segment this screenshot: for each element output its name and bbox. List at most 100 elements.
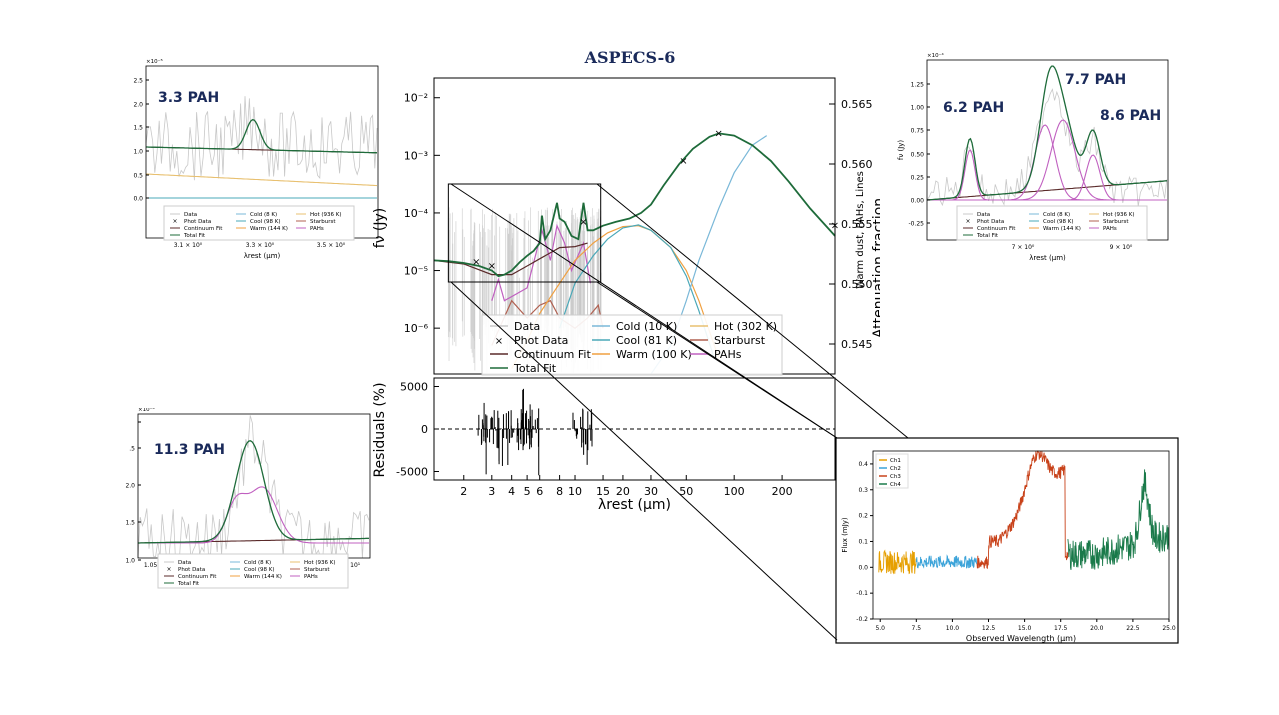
y-tick-label: 1.0 xyxy=(125,558,135,565)
legend-box xyxy=(481,314,783,376)
legend-label: Warm (100 K) xyxy=(616,348,692,361)
total-fit-line xyxy=(926,65,1168,201)
legend-label: Hot (936 K) xyxy=(1103,212,1135,218)
series-line-pahs xyxy=(491,223,591,302)
y-tick-label: 2.0 xyxy=(125,483,135,490)
phot-data-point: × xyxy=(679,156,687,167)
x-tick-label: 7.5 xyxy=(912,625,922,632)
x-tick-label: 10.0 xyxy=(946,625,960,632)
plot-frame xyxy=(872,450,1170,620)
spectrum-ch2 xyxy=(915,554,978,569)
spectrum-ch1 xyxy=(878,549,917,575)
y-tick-label: 0.00 xyxy=(911,198,925,205)
legend-label: Phot Data xyxy=(977,219,1004,225)
pah113-inset-chart: .52.01.51.01.05 × 10¹1.1 × 101.15 × 10¹1… xyxy=(125,408,371,589)
right-y-tick-label: 0.545 xyxy=(841,338,873,351)
exponent-label: ×10⁻⁴ xyxy=(927,52,945,59)
x-tick-label: 4 xyxy=(508,485,515,498)
pah113-label: 11.3 PAH xyxy=(154,442,225,458)
legend-label: Total Fit xyxy=(976,233,999,239)
x-tick-label: 8 xyxy=(556,485,563,498)
y-tick-label: .5 xyxy=(129,446,135,453)
pah33-label: 3.3 PAH xyxy=(158,90,219,106)
connector-line xyxy=(596,183,909,439)
x-tick-label: 25.0 xyxy=(1162,625,1176,632)
zoom-box xyxy=(447,183,602,283)
x-tick-label: 17.5 xyxy=(1054,625,1068,632)
right-y-tick-label: 0.555 xyxy=(841,218,873,231)
connector-line xyxy=(450,281,838,641)
y-tick-label: 1.5 xyxy=(125,520,135,527)
legend-label: Hot (936 K) xyxy=(310,212,342,218)
total-fit-line xyxy=(138,440,369,544)
right-y-axis-label-2: Warm dust, PAHs, Lines xyxy=(855,171,866,289)
series-line-continuum-fit xyxy=(433,242,588,276)
x-tick-label: 5.0 xyxy=(875,625,885,632)
total-fit-line xyxy=(146,119,378,154)
spectrum-legend: Ch1 Ch2 Ch3 Ch4 xyxy=(875,453,909,489)
phot-data-point: × xyxy=(472,257,480,268)
legend-box xyxy=(157,553,349,589)
y-tick-label: 0.0 xyxy=(858,564,868,571)
legend-label: PAHs xyxy=(310,226,324,232)
legend-label: Ch4 xyxy=(890,482,901,488)
legend-label: Cold (8 K) xyxy=(244,560,271,566)
pah62-label: 6.2 PAH xyxy=(943,100,1004,116)
x-axis-label: λrest (μm) xyxy=(244,252,281,260)
y-tick-label: -0.1 xyxy=(856,590,868,597)
series-line-warm-100-k- xyxy=(511,225,720,369)
y-tick-label: 0.5 xyxy=(133,173,143,180)
resid-y-tick-label: 5000 xyxy=(400,381,428,394)
x-tick-label: 20.0 xyxy=(1090,625,1104,632)
phot-data-point: × xyxy=(579,217,587,228)
legend-label: Continuum Fit xyxy=(977,226,1016,232)
legend-label: Data xyxy=(977,212,990,218)
exponent-label: ×10⁻⁵ xyxy=(146,58,163,65)
legend-label: Starburst xyxy=(310,219,336,225)
y-tick-label: 1.00 xyxy=(911,105,925,112)
y-tick-label: 0.2 xyxy=(858,513,868,520)
y-tick-label: 0.4 xyxy=(858,461,868,468)
pahs-component-line xyxy=(927,154,1167,201)
x-axis-label: Observed Wavelength (μm) xyxy=(966,634,1076,643)
main-chart-title: ASPECS-6 xyxy=(584,48,676,67)
legend-label: Cold (8 K) xyxy=(1043,212,1070,218)
legend-label: Starburst xyxy=(1103,219,1129,225)
y-tick-label: -0.2 xyxy=(856,616,868,623)
legend-label: Total Fit xyxy=(183,233,206,239)
main-x-axis-label: λrest (μm) xyxy=(598,497,671,513)
y-tick-label: 0.25 xyxy=(911,175,925,182)
y-tick-label: 2.0 xyxy=(133,102,143,109)
x-axis-label: λrest (μm) xyxy=(1029,254,1066,262)
x-tick-label: 9 × 10⁰ xyxy=(1110,244,1133,251)
y-tick-label: 10⁻³ xyxy=(404,149,428,162)
resid-y-tick-label: 0 xyxy=(421,423,428,436)
legend-label: Warm (144 K) xyxy=(1043,226,1081,232)
y-tick-label: 2.5 xyxy=(133,78,143,85)
legend-box xyxy=(163,205,355,241)
legend-label: Starburst xyxy=(714,334,766,347)
y-tick-label: 0.1 xyxy=(858,538,868,545)
y-tick-label: 10⁻⁶ xyxy=(404,322,429,335)
x-tick-label: 22.5 xyxy=(1126,625,1140,632)
legend-label: Phot Data xyxy=(178,567,205,573)
legend-label: Starburst xyxy=(304,567,330,573)
x-tick-label: 3.1 × 10⁰ xyxy=(174,242,203,249)
x-tick-label: 100 xyxy=(724,485,745,498)
y-tick-label: 0.50 xyxy=(911,152,925,159)
observed-spectrum-chart: 5.0 7.5 10.0 12.5 15.0 17.5 20.0 22.5 25.0 0.4 0.3… xyxy=(835,437,1179,644)
legend-label: Data xyxy=(514,320,540,333)
hot-component-line xyxy=(145,173,378,187)
legend-label: Warm (144 K) xyxy=(250,226,288,232)
legend-label: PAHs xyxy=(714,348,742,361)
y-tick-label: 1.0 xyxy=(133,149,143,156)
spectrum-ch3 xyxy=(976,450,1069,570)
pah33-inset-chart: 2.5 2.0 1.5 1.0 0.5 0.0 3.1 × 10⁰ 3.3 × 10⁰ 3.5 … xyxy=(133,58,379,260)
phot-data-point: × xyxy=(715,128,723,139)
x-tick-label: 15 xyxy=(596,485,610,498)
data-noise-line xyxy=(145,96,378,181)
y-tick-label: 0.0 xyxy=(133,196,143,203)
legend-label: Total Fit xyxy=(513,362,557,375)
legend-label: Cool (98 K) xyxy=(1043,219,1074,225)
